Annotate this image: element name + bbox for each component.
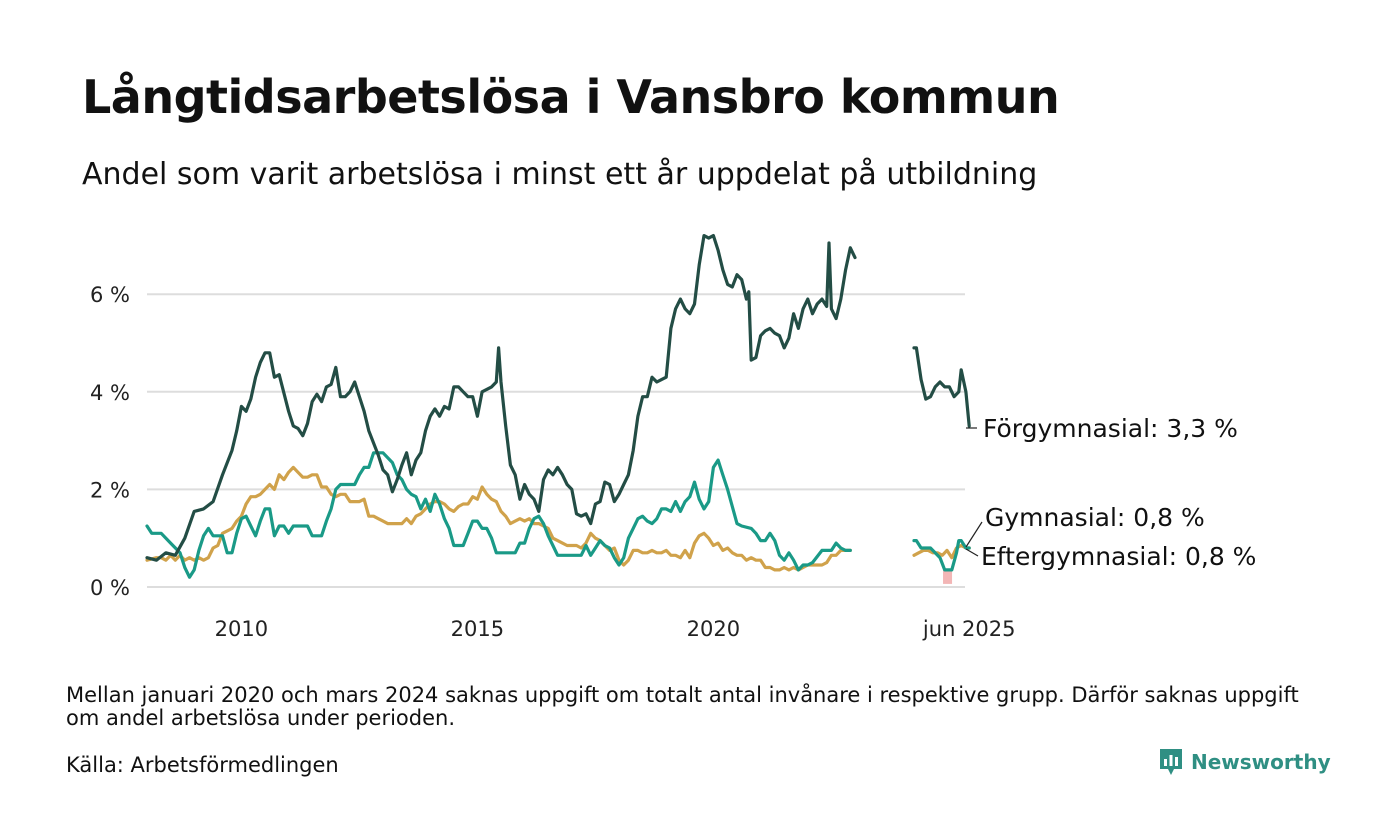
newsworthy-logo-icon [1160,749,1182,775]
end-label-gymnasial: Gymnasial: 0,8 % [985,503,1205,532]
y-axis-labels: 0 % 2 % 4 % 6 % [90,283,130,600]
label-leader-line [965,548,979,557]
y-tick-label: 6 % [90,283,130,307]
line-chart: 0 % 2 % 4 % 6 % 2010 2015 2020 jun 2025 Förgym… [90,234,1256,641]
x-tick-label: 2010 [215,617,268,641]
x-tick-label: 2020 [687,617,740,641]
series-line-förgymnasial [912,346,971,428]
brand-name: Newsworthy [1191,750,1331,774]
series-line-eftergymnasial [145,465,852,572]
gridlines [147,293,965,588]
series-line-gymnasial [145,451,852,579]
series-line-förgymnasial [145,234,857,562]
brand-logo[interactable]: Newsworthy [1158,747,1331,777]
end-labels: Förgymnasial: 3,3 % Gymnasial: 0,8 % Efter… [965,414,1256,571]
x-tick-label: jun 2025 [922,617,1016,641]
y-tick-label: 4 % [90,381,130,405]
series-line-gymnasial [912,539,971,572]
chart-subtitle: Andel som varit arbetslösa i minst ett å… [82,157,1038,192]
end-label-förgymnasial: Förgymnasial: 3,3 % [983,414,1238,443]
label-leader-line [965,521,983,548]
y-tick-label: 2 % [90,478,130,502]
footnote: Mellan januari 2020 och mars 2024 saknas… [66,683,1299,730]
highlight-marker [943,569,953,584]
x-axis-labels: 2010 2015 2020 jun 2025 [215,617,1016,641]
series-line-eftergymnasial [912,543,971,560]
end-label-eftergymnasial: Eftergymnasial: 0,8 % [981,542,1256,571]
series-lines [145,234,971,584]
y-tick-label: 0 % [90,576,130,600]
source-note: Källa: Arbetsförmedlingen [66,753,339,777]
chart-title: Långtidsarbetslösa i Vansbro kommun [82,70,1060,124]
x-tick-label: 2015 [451,617,504,641]
